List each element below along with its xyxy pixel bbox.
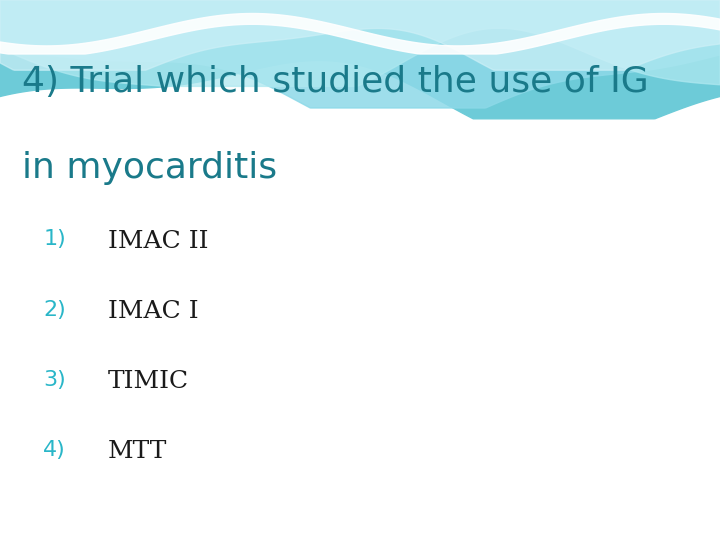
Text: 1): 1) — [43, 230, 66, 249]
Text: IMAC II: IMAC II — [108, 230, 209, 253]
Text: 4) Trial which studied the use of IG: 4) Trial which studied the use of IG — [22, 65, 648, 99]
Text: MTT: MTT — [108, 440, 167, 463]
Text: TIMIC: TIMIC — [108, 370, 189, 393]
Text: 3): 3) — [43, 370, 66, 390]
Text: IMAC I: IMAC I — [108, 300, 199, 323]
Text: 4): 4) — [43, 440, 66, 460]
Text: in myocarditis: in myocarditis — [22, 151, 276, 185]
Text: 2): 2) — [43, 300, 66, 320]
